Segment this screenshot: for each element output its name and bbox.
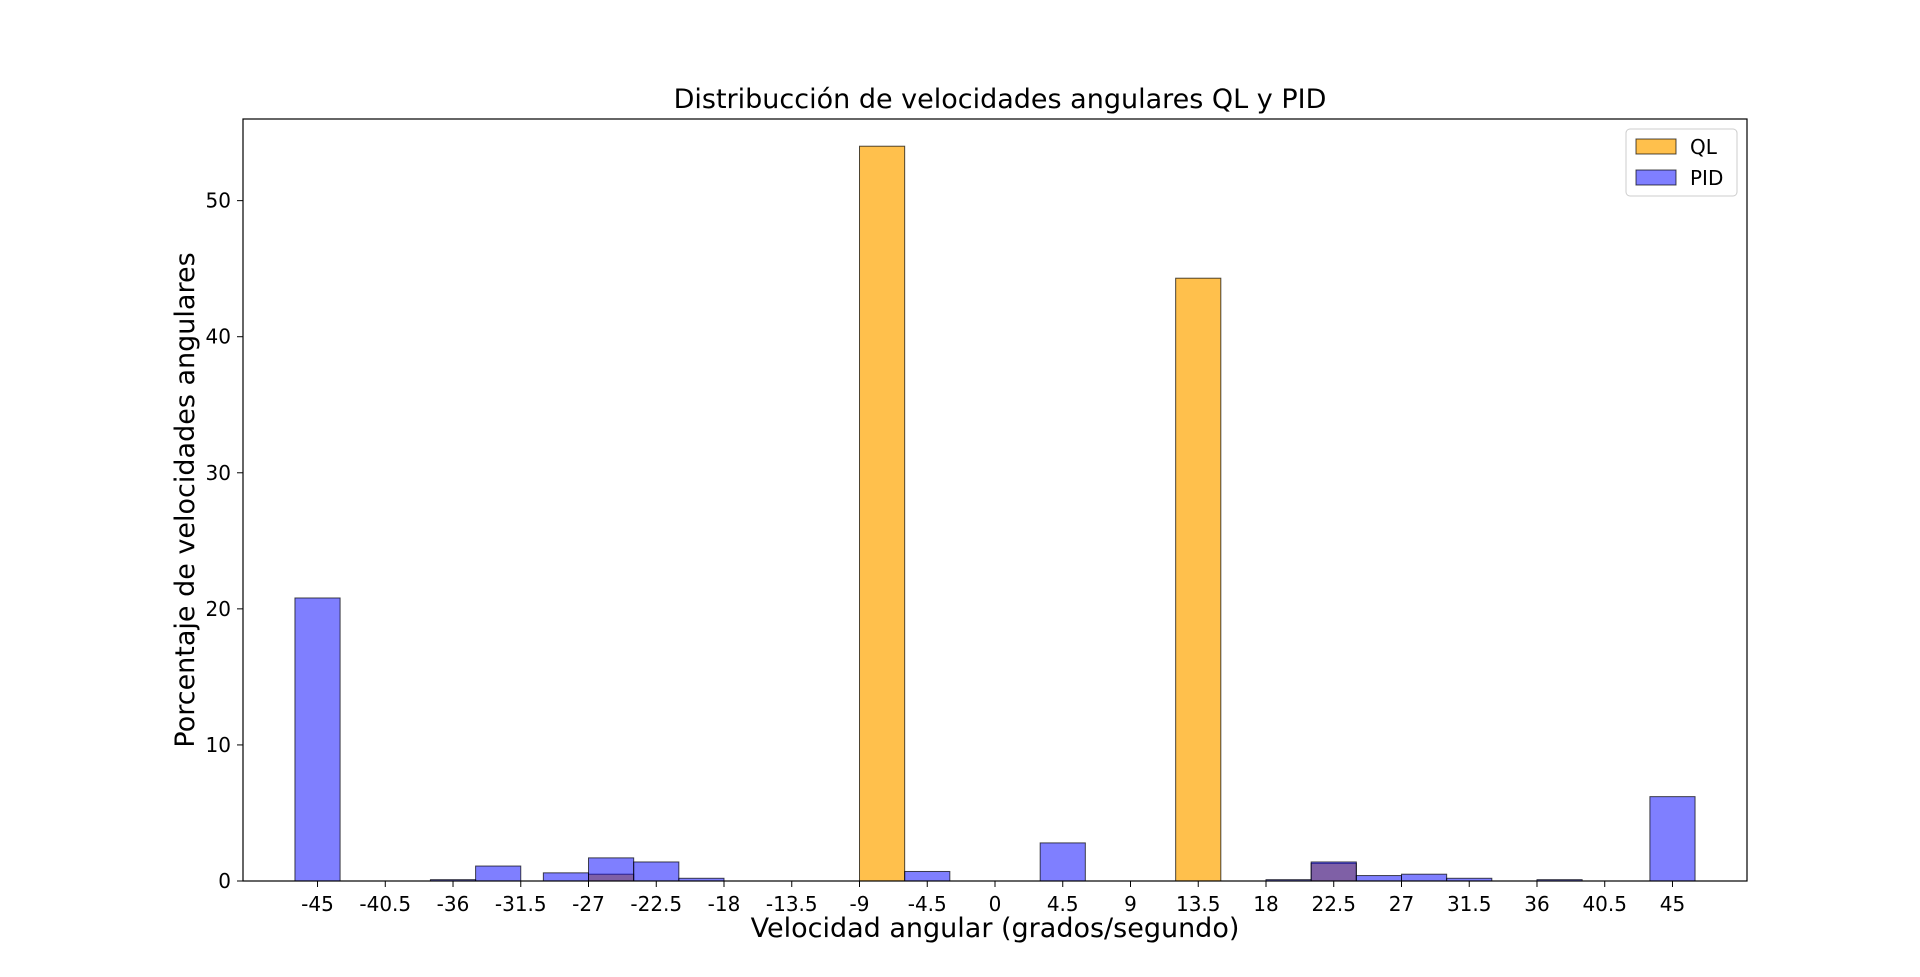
legend: QL PID	[1625, 128, 1738, 197]
bar-pid-3	[542, 872, 590, 882]
x-tick-label: -40.5	[359, 892, 411, 916]
bar-pid-11	[1355, 875, 1402, 882]
y-tick-label: 40	[206, 325, 231, 349]
bar-pid-15	[1649, 796, 1696, 882]
x-axis-ticks: -45 -40.5 -36 -31.5 -27 -22.5 -18 -13.5 -9 -4.5 0 4…	[301, 881, 1685, 916]
legend-label-pid: PID	[1690, 166, 1723, 190]
legend-swatch-ql	[1635, 138, 1677, 155]
x-tick-label: -45	[301, 892, 334, 916]
legend-label-ql: QL	[1690, 135, 1718, 159]
x-tick-label: 9	[1124, 892, 1137, 916]
x-tick-label: -13.5	[766, 892, 818, 916]
x-tick-label: 31.5	[1447, 892, 1492, 916]
x-tick-label: -4.5	[908, 892, 947, 916]
y-tick-label: 10	[206, 733, 231, 757]
bar-pid-12	[1400, 873, 1448, 882]
y-tick-label: 50	[206, 189, 231, 213]
x-tick-label: -9	[850, 892, 870, 916]
x-tick-label: 13.5	[1176, 892, 1221, 916]
bar-pid-0	[294, 597, 341, 882]
bar-pid-7	[904, 870, 951, 882]
x-tick-label: 40.5	[1582, 892, 1627, 916]
bar-pid-2	[475, 865, 522, 882]
y-tick-label: 0	[218, 869, 231, 893]
legend-swatch-pid	[1635, 169, 1677, 186]
bars-layer	[294, 145, 1696, 882]
x-tick-label: 18	[1253, 892, 1278, 916]
x-tick-label: 0	[989, 892, 1002, 916]
bar-pid-5	[633, 861, 680, 882]
bar-ql-1	[859, 145, 906, 882]
x-tick-label: 22.5	[1311, 892, 1356, 916]
x-tick-label: -36	[437, 892, 470, 916]
y-axis-label: Porcentaje de velocidades angulares	[170, 252, 201, 747]
x-tick-label: 4.5	[1047, 892, 1079, 916]
x-tick-label: 45	[1660, 892, 1685, 916]
bar-pid-4	[588, 857, 635, 882]
x-axis-label: Velocidad angular (grados/segundo)	[751, 913, 1240, 944]
y-tick-label: 20	[206, 597, 231, 621]
x-tick-label: -18	[708, 892, 741, 916]
x-tick-label: -27	[572, 892, 605, 916]
x-tick-label: 36	[1524, 892, 1549, 916]
x-tick-label: -31.5	[495, 892, 547, 916]
bar-ql-2	[1175, 277, 1222, 882]
x-tick-label: -22.5	[630, 892, 682, 916]
y-axis-ticks: 0 10 20 30 40 50	[206, 189, 243, 893]
y-tick-label: 30	[206, 461, 231, 485]
plot-area-frame	[242, 118, 1748, 882]
bar-pid-10	[1310, 861, 1357, 882]
bar-pid-8	[1039, 842, 1086, 882]
x-tick-label: 27	[1389, 892, 1414, 916]
chart-title: Distribucción de velocidades angulares Q…	[674, 84, 1327, 115]
